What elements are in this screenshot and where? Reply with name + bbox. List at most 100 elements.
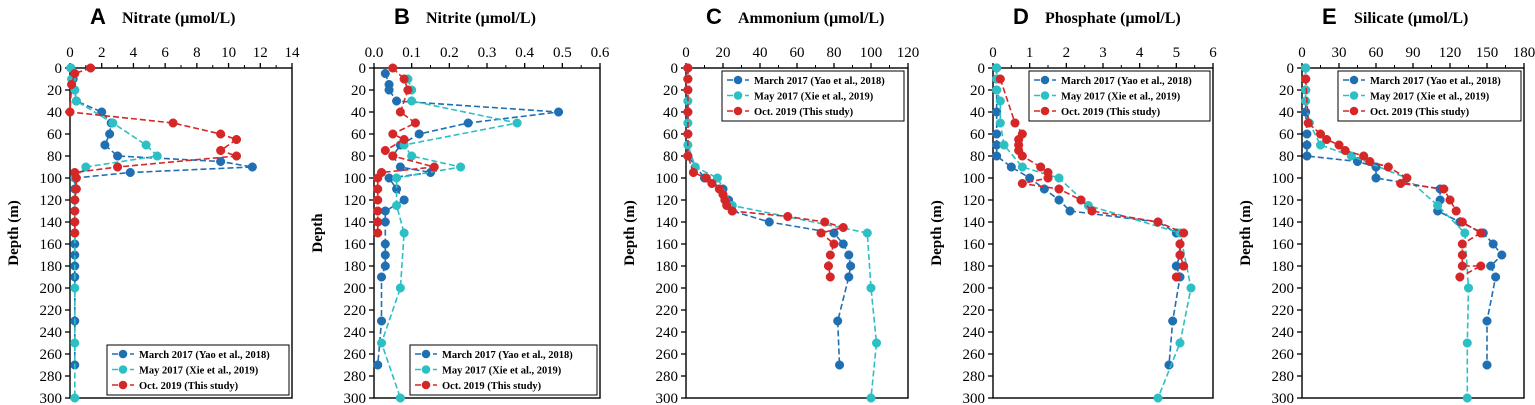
y-tick-label: 120 <box>963 193 986 209</box>
data-point <box>1302 140 1312 150</box>
data-point <box>392 173 402 183</box>
data-point <box>108 118 118 128</box>
data-point <box>70 195 80 205</box>
data-point <box>373 206 383 216</box>
y-tick-label: 140 <box>656 215 679 231</box>
data-point <box>113 162 123 172</box>
data-point <box>844 250 854 260</box>
data-point <box>1179 261 1189 271</box>
data-point <box>1175 239 1185 249</box>
panel-title: Phosphate (μmol/L) <box>1045 10 1181 27</box>
data-point <box>866 283 876 293</box>
data-point <box>844 272 854 282</box>
data-point <box>1302 151 1312 161</box>
data-point <box>1439 184 1449 194</box>
data-point <box>1371 173 1381 183</box>
y-tick-label: 260 <box>40 347 63 363</box>
legend-marker <box>1040 106 1050 116</box>
data-point <box>707 178 717 189</box>
data-point <box>399 74 409 84</box>
data-point <box>216 129 226 139</box>
data-point <box>1482 316 1492 326</box>
y-tick-label: 200 <box>344 281 367 297</box>
data-point <box>376 338 387 348</box>
data-point <box>1168 316 1178 326</box>
y-tick-label: 100 <box>40 171 63 187</box>
y-tick-label: 220 <box>344 303 367 319</box>
data-point <box>995 74 1005 84</box>
y-tick-label: 280 <box>656 369 679 385</box>
x-tick-label: 0.3 <box>478 45 497 61</box>
data-point <box>992 85 1002 95</box>
data-point <box>1396 178 1406 189</box>
data-point <box>1322 134 1332 145</box>
series-line <box>377 73 559 366</box>
legend-box <box>1028 70 1211 122</box>
data-point <box>407 151 417 161</box>
legend-marker <box>1349 106 1359 116</box>
data-point <box>1460 228 1470 238</box>
data-point <box>1006 162 1016 172</box>
y-tick-label: 260 <box>1272 347 1295 363</box>
x-tick-label: 20 <box>716 45 731 61</box>
x-tick-label: 10 <box>221 45 236 61</box>
data-point <box>247 162 257 172</box>
data-point <box>727 206 737 216</box>
x-tick-label: 4 <box>1136 45 1144 61</box>
data-point <box>1175 338 1185 348</box>
y-tick-label: 180 <box>40 259 63 275</box>
data-point <box>1482 360 1492 370</box>
y-tick-label: 180 <box>344 259 367 275</box>
plot-area <box>373 63 564 403</box>
series-2 <box>65 63 242 238</box>
data-point <box>1457 250 1467 260</box>
legend-marker <box>118 349 128 359</box>
y-tick-label: 80 <box>663 149 678 165</box>
legend-marker <box>1349 91 1359 100</box>
data-point <box>463 118 473 128</box>
y-axis-label: Depth (m) <box>1238 200 1254 265</box>
y-tick-label: 160 <box>344 237 367 253</box>
y-tick-label: 40 <box>47 105 62 121</box>
data-point <box>388 151 398 161</box>
data-point <box>999 140 1009 150</box>
data-point <box>512 118 522 128</box>
x-tick-label: 5 <box>1173 45 1181 61</box>
x-tick-label: 0.2 <box>440 45 459 61</box>
y-tick-label: 260 <box>344 347 367 363</box>
y-tick-label: 240 <box>344 325 367 341</box>
y-tick-label: 80 <box>351 149 366 165</box>
data-point <box>1462 393 1472 403</box>
y-tick-label: 120 <box>40 193 63 209</box>
y-tick-label: 160 <box>656 237 679 253</box>
legend-marker <box>118 380 128 390</box>
data-point <box>231 134 242 145</box>
data-point <box>1445 195 1455 205</box>
data-point <box>1171 272 1181 282</box>
data-point <box>1462 338 1472 348</box>
data-point <box>764 217 774 227</box>
data-point <box>1486 261 1496 271</box>
data-point <box>395 162 405 172</box>
data-point <box>395 283 405 293</box>
data-point <box>712 173 723 183</box>
y-tick-label: 160 <box>40 237 63 253</box>
data-point <box>380 250 390 260</box>
data-point <box>1301 63 1311 73</box>
data-point <box>825 250 835 260</box>
data-point <box>373 360 383 370</box>
y-tick-label: 260 <box>656 347 679 363</box>
data-point <box>829 239 839 249</box>
data-point <box>1491 272 1501 282</box>
y-tick-label: 180 <box>963 259 986 275</box>
y-axis-label: Depth (m) <box>622 200 638 265</box>
y-tick-label: 200 <box>656 281 679 297</box>
data-point <box>1303 118 1313 128</box>
panel-title: Nitrate (μmol/L) <box>122 10 235 27</box>
y-tick-label: 220 <box>963 303 986 319</box>
y-tick-label: 40 <box>663 105 678 121</box>
y-axis-label: Depth <box>310 213 326 253</box>
data-point <box>113 151 123 161</box>
data-point <box>216 145 226 156</box>
data-point <box>388 63 398 73</box>
